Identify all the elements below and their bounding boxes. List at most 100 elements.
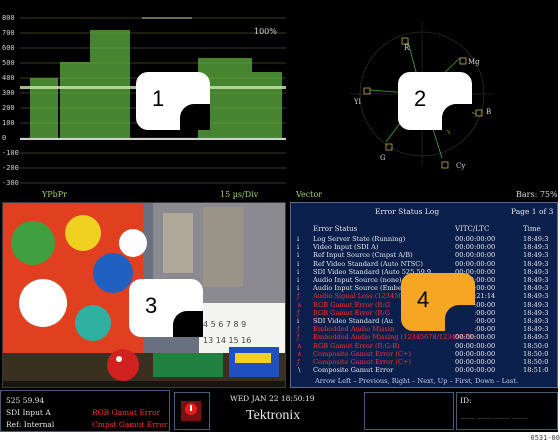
log-entry-text: Embedded Audio Missin	[313, 325, 395, 334]
log-entry-text: Ref Input Source (Cmpst A/B)	[313, 251, 413, 260]
error-log-footer: Arrow Left – Previous, Right – Next, Up …	[315, 377, 519, 385]
waveform-sweep-label: 15 µs/Div	[220, 190, 259, 199]
callout-3: 3	[129, 279, 203, 337]
error-log-row[interactable]: i Ref Video Standard (Auto NTSC) 00:00:00:…	[291, 260, 557, 268]
error-log-tile[interactable]: Error Status Log Page 1 of 3 Error Statu…	[290, 202, 558, 388]
log-entry-time: 18:50:0	[523, 341, 549, 350]
callout-number: 4	[417, 287, 430, 312]
alarm-box[interactable]	[174, 392, 210, 430]
log-entry-text: SDI Video Standard (Au	[313, 317, 393, 325]
callout-2: 2	[398, 72, 472, 130]
picture-tile[interactable]: 4 5 6 7 8 9 13 14 15 16 3	[2, 202, 286, 388]
format-label: 525 59.94	[6, 396, 45, 405]
waveform-tile[interactable]: 800 700 600 500 400 300 200 100 0 -100 -…	[2, 2, 286, 200]
log-entry-vitc: 00:00:00:00	[455, 267, 496, 276]
figure-id: 0531-00	[530, 434, 560, 442]
y-tick: -300	[2, 179, 19, 187]
log-entry-vitc: 00:00:00:00	[455, 308, 496, 317]
log-entry-time: 18:49:3	[523, 259, 549, 268]
picture-image: 4 5 6 7 8 9 13 14 15 16	[3, 203, 285, 387]
error-log-page: Page 1 of 3	[511, 207, 554, 216]
status-bar: 525 59.94 SDI Input A Ref: Internal RGB …	[0, 390, 558, 432]
error-log-row[interactable]: i Log Server State (Running) 00:00:00:00 18…	[291, 235, 557, 243]
log-entry-text: Audio Input Source (Embedded	[313, 284, 419, 293]
error-log-row[interactable]: ∧ RGB Gamut Error (R:G:B) 00:00:00:00 18:50…	[291, 342, 557, 350]
error-log-row[interactable]: ƒ Embedded Audio Missin 00:00:00:00 18:49:3	[291, 325, 557, 333]
log-entry-icon: ∧	[297, 300, 302, 309]
log-entry-text: RGB Gamut Error (R:G	[313, 308, 390, 317]
vector-tile[interactable]: R Mg B Cy G Yl Vector Bars: 75% 2	[290, 2, 558, 200]
signal-status-box[interactable]	[0, 390, 170, 432]
log-entry-vitc: 00:00:00:00	[455, 284, 496, 293]
log-entry-icon: i	[297, 251, 300, 260]
log-entry-text: Composite Gamut Error	[313, 366, 394, 375]
y-tick: 300	[2, 89, 15, 97]
error-log-row[interactable]: i SDI Video Standard (Au 00:00:00:00 18:49:…	[291, 317, 557, 325]
svg-text:4 5 6 7 8 9: 4 5 6 7 8 9	[203, 320, 246, 329]
log-entry-time: 18:49:3	[523, 251, 549, 260]
error-log-row[interactable]: ƒ Audio Signal Loss (123456 01:11:21:14 18:…	[291, 292, 557, 300]
id-box[interactable]	[456, 392, 558, 430]
waveform-mode-label: YPbPr	[42, 190, 67, 199]
log-entry-vitc: 00:00:00:00	[455, 300, 496, 309]
ref-label: Ref: Internal	[6, 420, 55, 429]
error-log-row[interactable]: ∧ RGB Gamut Error (R:G 00:00:00:00 18:49:3	[291, 301, 557, 309]
log-entry-text: Composite Gamut Error (C+)	[313, 349, 412, 358]
log-entry-vitc: 00:00:00:00	[455, 325, 496, 334]
display-frame: 800 700 600 500 400 300 200 100 0 -100 -…	[0, 0, 558, 432]
error-log-row[interactable]: i SDI Video Standard (Auto 525 59.9 00:00:…	[291, 268, 557, 276]
log-entry-time: 18:49:3	[523, 292, 549, 301]
error-log-row[interactable]: i Audio Input Source (none) 00:00:00:00 18:…	[291, 276, 557, 284]
log-entry-vitc: 00:00:00:00	[455, 341, 496, 350]
log-entry-text: RGB Gamut Error (R:G	[313, 300, 390, 309]
log-entry-vitc: 01:11:21:14	[455, 292, 496, 301]
error-log-row[interactable]: ƒ Embedded Audio Missing (12345678/123456…	[291, 333, 557, 341]
y-tick: -200	[2, 164, 19, 172]
log-entry-time: 18:49:3	[523, 333, 549, 342]
datetime-label: WED JAN 22 18:50:19	[230, 394, 315, 403]
waveform-scale-label: 100%	[254, 27, 277, 36]
target-label: R	[404, 44, 410, 52]
waveform-graticule	[20, 17, 286, 184]
empty-status-box	[364, 392, 454, 430]
log-entry-vitc: 00:00:00:00	[455, 243, 496, 252]
vector-bars-label: Bars: 75%	[516, 190, 558, 199]
col-header-status: Error Status	[313, 225, 358, 233]
y-tick: 600	[2, 44, 15, 52]
log-entry-icon: ƒ	[297, 308, 300, 317]
error-log-row[interactable]: ƒ Composite Gamut Error (C+) 00:00:00:00 18…	[291, 358, 557, 366]
log-entry-time: 18:49:3	[523, 235, 549, 243]
log-entry-time: 18:49:3	[523, 317, 549, 325]
log-entry-text: Ref Video Standard (Auto NTSC)	[313, 259, 423, 268]
callout-number: 3	[145, 293, 158, 318]
log-entry-vitc: 00:00:00:00	[455, 251, 496, 260]
log-entry-icon: ∧	[297, 341, 302, 350]
svg-text:13 14 15 16: 13 14 15 16	[203, 336, 251, 345]
error-log-row[interactable]: ƒ RGB Gamut Error (R:G 00:00:00:00 18:49:3	[291, 309, 557, 317]
col-header-vitc: VITC/LTC	[455, 225, 490, 233]
callout-number: 1	[152, 86, 165, 111]
log-entry-icon: ƒ	[297, 292, 300, 301]
log-entry-vitc: 00:00:00:00	[455, 235, 496, 243]
log-entry-icon: ∧	[297, 349, 302, 358]
log-entry-icon: i	[297, 284, 300, 293]
callout-4: 4	[401, 273, 475, 331]
y-tick: 700	[2, 29, 15, 37]
error-log-row[interactable]: i Audio Input Source (Embedded 00:00:00:00…	[291, 284, 557, 292]
error-log-row[interactable]: ∧ Composite Gamut Error (C+) 00:00:00:00 18…	[291, 350, 557, 358]
log-entry-time: 18:49:3	[523, 276, 549, 284]
log-entry-vitc: 00:00:00:00	[455, 366, 496, 375]
col-header-time: Time	[523, 225, 541, 233]
error-log-title: Error Status Log	[375, 207, 440, 216]
cmpst-gamut-error: Cmpst Gamut Error	[92, 420, 168, 429]
y-tick: 200	[2, 104, 15, 112]
log-entry-icon: i	[297, 259, 300, 268]
y-tick: 800	[2, 14, 15, 22]
error-log-row[interactable]: i Ref Input Source (Cmpst A/B) 00:00:00:00…	[291, 251, 557, 259]
log-entry-time: 18:49:3	[523, 300, 549, 309]
error-log-row[interactable]: ∖ Composite Gamut Error 00:00:00:00 18:51:0	[291, 366, 557, 374]
error-log-row[interactable]: i Video Input (SDI A) 00:00:00:00 18:49:3	[291, 243, 557, 251]
log-entry-time: 18:49:3	[523, 284, 549, 293]
target-label: Cy	[456, 162, 466, 170]
log-entry-icon: ƒ	[297, 333, 300, 342]
